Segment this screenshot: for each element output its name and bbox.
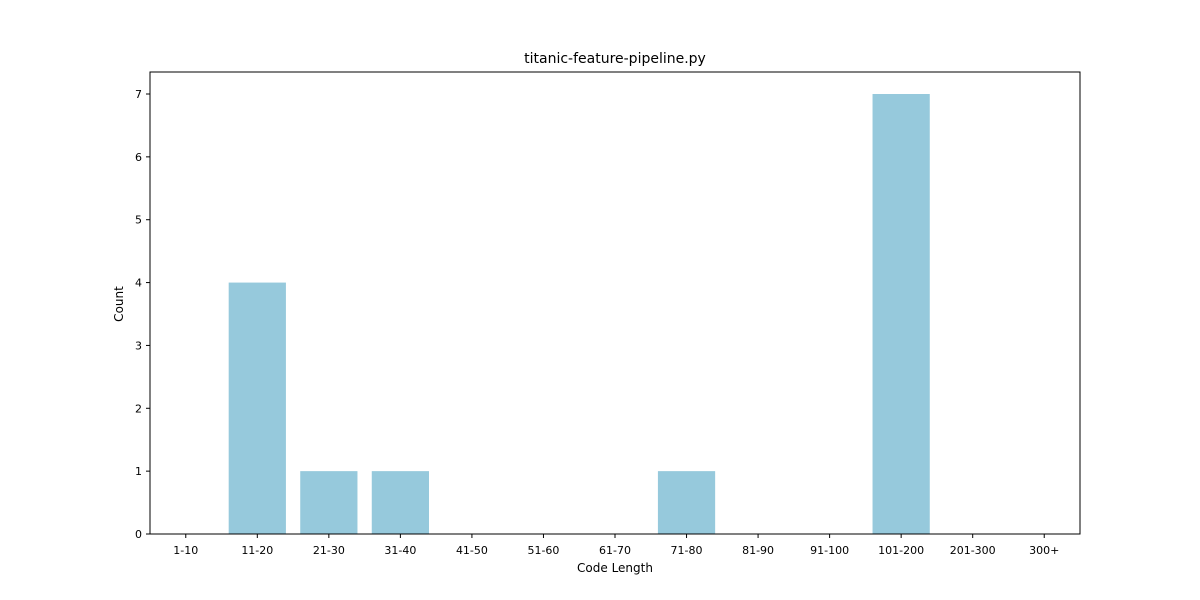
chart-title: titanic-feature-pipeline.py [524, 51, 706, 67]
x-tick-label: 71-80 [671, 544, 703, 557]
x-tick-label: 1-10 [173, 544, 198, 557]
x-tick-label: 11-20 [241, 544, 273, 557]
x-tick-label: 81-90 [742, 544, 774, 557]
x-tick-label: 21-30 [313, 544, 345, 557]
y-tick-label: 6 [135, 151, 142, 164]
x-tick-label: 41-50 [456, 544, 488, 557]
bar-31-40 [371, 471, 429, 534]
x-tick-label: 300+ [1029, 544, 1059, 557]
x-tick-label: 51-60 [527, 544, 559, 557]
x-tick-label: 101-200 [878, 544, 924, 557]
y-tick-label: 3 [135, 339, 142, 352]
y-tick-label: 0 [135, 528, 142, 541]
x-axis-ticks: 1-10 11-20 21-30 31-40 41-50 51-60 61-70 71-80 8… [173, 534, 1059, 557]
x-tick-label: 31-40 [384, 544, 416, 557]
bar-11-20 [228, 282, 286, 534]
x-tick-label: 91-100 [810, 544, 849, 557]
y-axis-ticks: 0 1 2 3 4 5 6 7 [135, 88, 150, 541]
plot-frame [149, 71, 1081, 535]
y-tick-label: 2 [135, 402, 142, 415]
bars-group [228, 94, 930, 534]
bar-71-80 [657, 471, 716, 534]
bar-101-200 [872, 94, 930, 534]
y-tick-label: 4 [135, 277, 142, 290]
bar-21-30 [300, 471, 358, 534]
y-tick-label: 7 [135, 88, 142, 101]
y-tick-label: 1 [135, 465, 142, 478]
y-axis-label: Count [112, 286, 126, 322]
x-axis-label: Code Length [577, 561, 653, 575]
x-tick-label: 201-300 [950, 544, 996, 557]
y-tick-label: 5 [135, 214, 142, 227]
x-tick-label: 61-70 [599, 544, 631, 557]
